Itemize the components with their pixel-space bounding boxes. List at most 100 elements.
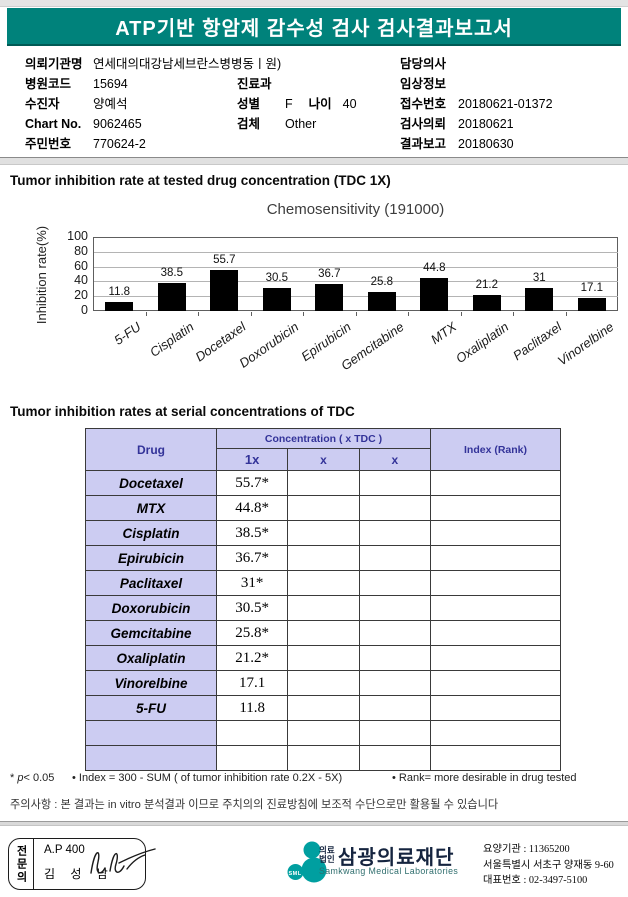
- chart-section-title: Tumor inhibition rate at tested drug con…: [10, 173, 391, 188]
- patient-info-row: Chart No. 9062465: [25, 117, 281, 137]
- column-header-x2: x: [358, 448, 432, 471]
- x-category-label: Doxorubicin: [236, 319, 302, 371]
- concentration-x-cell: [358, 670, 432, 696]
- table-body: Docetaxel 55.7* MTX 44.8* Cisplatin 38.5* Epir…: [85, 470, 561, 771]
- concentration-1x-cell: [215, 720, 289, 746]
- field-value: 20180630: [458, 137, 514, 151]
- patient-info-row: 주민번호 770624-2: [25, 137, 281, 157]
- drug-name-cell: [85, 745, 217, 771]
- table-section-title: Tumor inhibition rates at serial concent…: [10, 404, 355, 419]
- concentration-1x-cell: 44.8*: [215, 495, 289, 521]
- concentration-x-cell: [358, 645, 432, 671]
- chart-bar: [420, 278, 449, 311]
- patient-info-right-column: 담당의사 임상정보 접수번호 20180621-01372 검사의뢰 20180621 결과…: [400, 57, 553, 157]
- index-rank-cell: [430, 645, 561, 671]
- footer-divider: [0, 821, 628, 826]
- bar-value-label: 17.1: [580, 282, 603, 294]
- concentration-x-cell: [358, 545, 432, 571]
- index-rank-cell: [430, 670, 561, 696]
- specialist-side-label: 전문의: [9, 839, 34, 889]
- concentration-1x-cell: 31*: [215, 570, 289, 596]
- field-value: Other: [285, 117, 317, 131]
- section-divider: [0, 157, 628, 165]
- concentration-x-cell: [287, 595, 360, 621]
- concentration-x-cell: [287, 645, 360, 671]
- field-value: 20180621: [458, 117, 514, 131]
- patient-info-row: 성별 F 나이 40: [237, 97, 357, 117]
- concentration-x-cell: [358, 745, 432, 771]
- field-label: 주민번호: [25, 137, 72, 151]
- concentration-x-cell: [358, 595, 432, 621]
- chart-gridline: [94, 281, 618, 283]
- concentration-1x-cell: [215, 745, 289, 771]
- concentration-x-cell: [287, 520, 360, 546]
- serial-concentration-table: Drug Concentration ( x TDC ) Index (Rank…: [85, 428, 561, 771]
- table-row: Vinorelbine 17.1: [85, 670, 561, 696]
- index-rank-cell: [430, 495, 561, 521]
- index-rank-cell: [430, 720, 561, 746]
- patient-info-row: 의뢰기관명 연세대의대강남세브란스병병동ㅣ원): [25, 57, 281, 77]
- concentration-x-cell: [358, 695, 432, 721]
- chart-gridline: [94, 251, 618, 253]
- x-tick-mark: [460, 312, 462, 316]
- drug-name-cell: Vinorelbine: [85, 670, 217, 696]
- concentration-x-cell: [358, 495, 432, 521]
- patient-info-row: 담당의사: [400, 57, 553, 77]
- chart-bar: [577, 298, 606, 311]
- x-tick-mark: [198, 312, 199, 316]
- field-value: 20180621-01372: [458, 97, 553, 111]
- column-header-drug: Drug: [85, 428, 217, 471]
- concentration-x-cell: [358, 720, 432, 746]
- concentration-x-cell: [287, 720, 360, 746]
- table-row: [85, 745, 561, 771]
- patient-info-middle-column: 진료과 성별 F 나이 40 검체 Other: [237, 77, 357, 137]
- footnote-pvalue-p: p: [17, 772, 24, 784]
- lab-info-line: 서울특별시 서초구 양재동 9-60: [483, 859, 614, 871]
- bar-value-label: 11.8: [108, 286, 131, 298]
- field-value: 연세대의대강남세브란스병병동ㅣ원): [93, 57, 282, 71]
- field-label: 담당의사: [400, 57, 447, 71]
- index-rank-cell: [430, 570, 561, 596]
- concentration-x-cell: [287, 670, 360, 696]
- bar-value-label: 38.5: [160, 267, 183, 279]
- concentration-x-cell: [287, 495, 360, 521]
- y-tick-label: 60: [74, 258, 88, 273]
- x-tick-mark: [250, 312, 252, 316]
- index-rank-cell: [430, 595, 561, 621]
- field-label: 결과보고: [400, 137, 447, 151]
- bar-value-label: 44.8: [423, 262, 446, 274]
- chart-bar: [157, 283, 186, 311]
- chart-plot-area: [93, 237, 618, 311]
- concentration-x-cell: [358, 520, 432, 546]
- chart-bar: [315, 284, 344, 311]
- bar-value-label: 55.7: [213, 254, 236, 266]
- patient-info-row: 검체 Other: [237, 117, 357, 137]
- x-tick-mark: [565, 312, 567, 316]
- y-tick-label: 0: [81, 303, 88, 317]
- table-row: 5-FU 11.8: [85, 695, 561, 721]
- drug-name-cell: Cisplatin: [85, 520, 217, 546]
- footnote-pvalue-prefix: *: [10, 772, 18, 784]
- concentration-x-cell: [358, 570, 432, 596]
- field-label: 나이: [308, 97, 332, 111]
- patient-info-row: 진료과: [237, 77, 357, 97]
- x-category-label: Oxaliplatin: [452, 319, 512, 367]
- patient-info-row: 접수번호 20180621-01372: [400, 97, 553, 117]
- index-rank-cell: [430, 470, 561, 496]
- concentration-1x-cell: 55.7*: [215, 470, 289, 496]
- concentration-x-cell: [287, 470, 360, 496]
- footnote-index-formula: • Index = 300 - SUM ( of tumor inhibitio…: [72, 772, 343, 784]
- specialist-signature-body: A.P 400 김 성 남: [34, 839, 156, 889]
- concentration-1x-cell: 38.5*: [215, 520, 289, 546]
- x-tick-mark: [408, 312, 409, 316]
- concentration-x-cell: [287, 695, 360, 721]
- drug-name-cell: Doxorubicin: [85, 595, 217, 621]
- table-row: Doxorubicin 30.5*: [85, 595, 561, 621]
- chart-title: Chemosensitivity (191000): [266, 201, 445, 218]
- field-value: 양예석: [93, 97, 128, 111]
- field-value: 15694: [93, 77, 128, 91]
- x-tick-mark: [303, 312, 304, 316]
- patient-info-row: 임상정보: [400, 77, 553, 97]
- chart-bar: [472, 295, 501, 311]
